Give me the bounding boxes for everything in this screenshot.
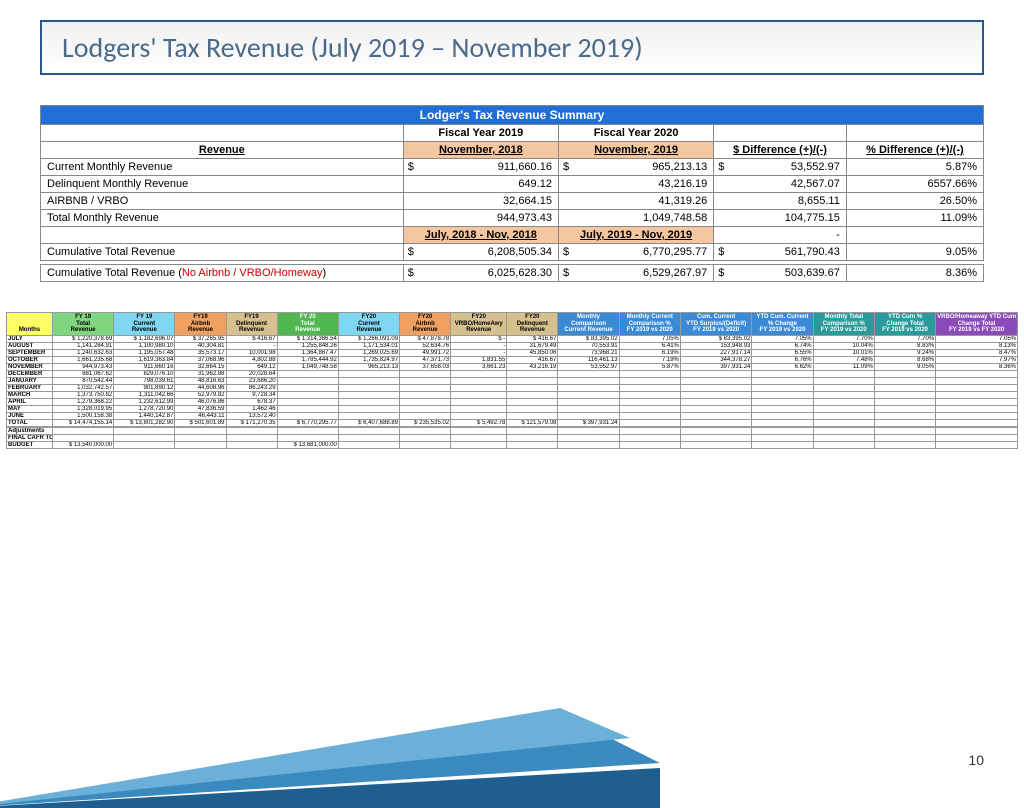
detail-col-header: FY19AirbnbRevenue [175, 313, 226, 336]
page-number: 10 [968, 752, 984, 768]
detail-col-header: Monthly CurrentComparison %FY 2019 vs 20… [619, 313, 680, 336]
detail-row: AUGUST1,141,284.911,100,980.1040,304.81-… [7, 342, 1018, 349]
range20: July, 2019 - Nov, 2019 [558, 227, 713, 244]
detail-row: FEBRUARY1,032,742.57901,890.1244,608.968… [7, 384, 1018, 391]
detail-row: JUNE1,500,158.381,440,142.8746,443.1113,… [7, 412, 1018, 419]
cumulative-no-airbnb-row: Cumulative Total Revenue (No Airbnb / VR… [41, 265, 984, 282]
detail-col-header: YTD Cum %Change TotalFY 2019 vs 2020 [874, 313, 935, 336]
summary-row: AIRBNB / VRBO32,664.1541,319.268,655.112… [41, 193, 984, 210]
detail-col-header: FY 20TotalRevenue [277, 313, 338, 336]
period19-header: November, 2018 [403, 142, 558, 159]
detail-row: MARCH1,373,750.821,311,042.6652,979.829,… [7, 391, 1018, 398]
range19: July, 2018 - Nov, 2018 [403, 227, 558, 244]
detail-col-header: VRBO/Homeaway YTD Cum %Change TotalFY 20… [936, 313, 1018, 336]
detail-row: JULY$ 1,220,378.69$ 1,182,696.07$ 37,265… [7, 335, 1018, 342]
fy19-header: Fiscal Year 2019 [403, 125, 558, 142]
detail-col-header: FY 19TotalRevenue [52, 313, 113, 336]
detail-col-header: FY20CurrentRevenue [338, 313, 399, 336]
detail-col-header: Monthly TotalComparison %FY 2019 vs 2020 [813, 313, 874, 336]
detail-row: DECEMBER881,067.62829,076.1031,962.8820,… [7, 370, 1018, 377]
detail-col-header: FY19DelinquentRevenue [226, 313, 277, 336]
detail-row: FINAL CAFR TOTAL [7, 434, 1018, 441]
detail-table: MonthsFY 19TotalRevenueFY 19CurrentReven… [6, 312, 1018, 449]
detail-col-header: FY20DelinquentRevenue [507, 313, 558, 336]
summary-table: Lodger's Tax Revenue Summary Fiscal Year… [40, 105, 984, 282]
detail-row: APRIL1,279,368.221,232,612.9946,076.8667… [7, 398, 1018, 405]
summary-row: Total Monthly Revenue944,973.431,049,748… [41, 210, 984, 227]
detail-col-header: FY20VRBO/HomeAwyRevenue [451, 313, 507, 336]
detail-row: OCTOBER1,661,235.681,619,363.8437,068.96… [7, 356, 1018, 363]
decorative-swoosh [0, 668, 660, 808]
detail-row: MAY1,328,019.951,278,720.9047,836.591,46… [7, 405, 1018, 412]
detail-row: NOVEMBER944,973.43911,660.1632,664.15649… [7, 363, 1018, 370]
detail-col-header: FY 19CurrentRevenue [114, 313, 175, 336]
summary-row: Delinquent Monthly Revenue649.1243,216.1… [41, 176, 984, 193]
summary-banner: Lodger's Tax Revenue Summary [41, 106, 984, 125]
detail-col-header: Cum. CurrentYTD Surplus/(Deficit)FY 2019… [680, 313, 751, 336]
detail-row: BUDGET$ 13,540,000.00$ 13,681,000.00 [7, 441, 1018, 448]
fy20-header: Fiscal Year 2020 [558, 125, 713, 142]
detail-col-header: MonthlyComparisonCurrent Revenue [558, 313, 619, 336]
pct-header: % Difference (+)/(-) [846, 142, 983, 159]
cumulative-row: Cumulative Total Revenue 6,208,505.34 6,… [41, 244, 984, 261]
detail-col-header: FY20AirbnbRevenue [400, 313, 451, 336]
detail-row: TOTAL$ 14,474,155.14$ 13,801,282.90$ 501… [7, 419, 1018, 426]
period20-header: November, 2019 [558, 142, 713, 159]
diff-header: $ Difference (+)/(-) [714, 142, 847, 159]
revenue-header: Revenue [41, 142, 404, 159]
detail-col-header: YTD Cum. Current% ChangeFY 2019 vs 2020 [752, 313, 813, 336]
detail-row: SEPTEMBER1,240,632.631,195,057.4835,573.… [7, 349, 1018, 356]
detail-col-header: Months [7, 313, 53, 336]
detail-row: JANUARY870,542.44798,039.6148,816.6323,6… [7, 377, 1018, 384]
detail-row: Adjustments [7, 427, 1018, 434]
summary-row: Current Monthly Revenue911,660.16965,213… [41, 159, 984, 176]
page-title: Lodgers' Tax Revenue (July 2019 – Novemb… [40, 20, 984, 75]
